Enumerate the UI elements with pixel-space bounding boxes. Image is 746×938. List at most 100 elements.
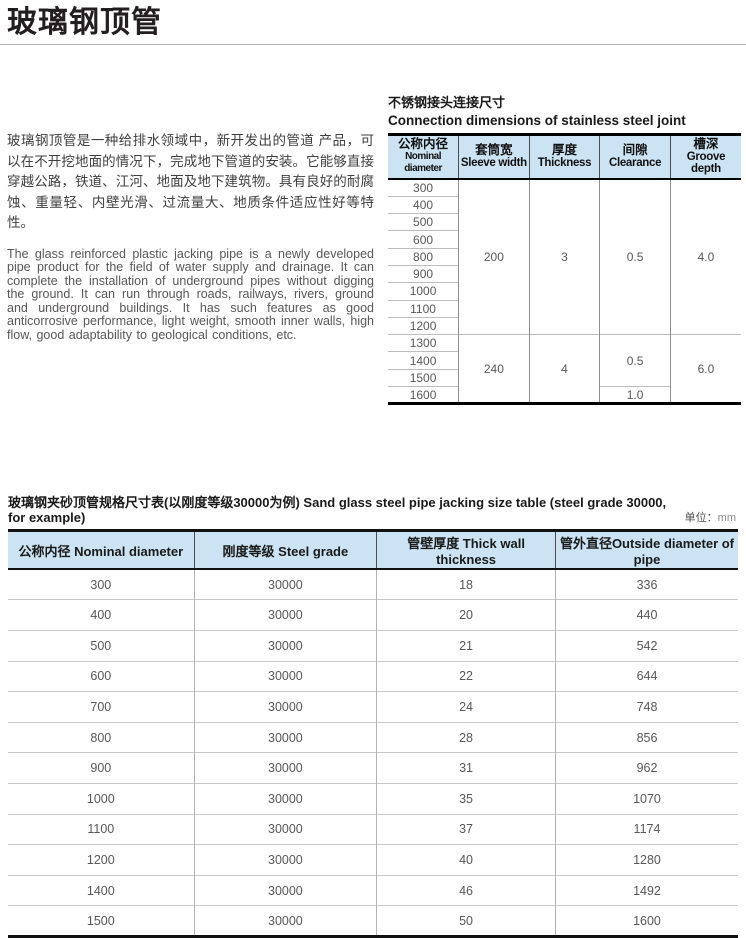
cell-nominal-diameter: 300 bbox=[90, 577, 112, 592]
cell-steel-grade: 30000 bbox=[193, 905, 377, 937]
header-sleeve-width: 套筒宽 Sleeve width bbox=[458, 134, 530, 180]
cell-wall-thickness: 50 bbox=[376, 905, 556, 937]
cell-nominal-diameter: 800 bbox=[388, 247, 459, 266]
cell-nominal-diameter: 500 bbox=[8, 630, 195, 662]
header-label-en: Clearance bbox=[608, 157, 662, 169]
cell-nominal-diameter: 1300 bbox=[388, 334, 459, 352]
table-row: 400 30000 20 440 bbox=[8, 599, 738, 631]
unit-value: mm bbox=[717, 512, 736, 525]
cell-nominal-diameter: 1200 bbox=[388, 316, 459, 335]
header-label-en: Thickness bbox=[537, 157, 592, 169]
size-table-caption-row: 玻璃钢夹砂顶管规格尺寸表(以刚度等级30000为例) Sand glass st… bbox=[8, 495, 738, 525]
table-row: 1200 30000 40 1280 bbox=[8, 844, 738, 876]
header-label-zh: 套筒宽 bbox=[475, 143, 513, 157]
header-thickness: 厚度 Thickness bbox=[528, 134, 600, 180]
cell-outside-diameter: 1174 bbox=[554, 813, 738, 845]
header-label-zh: 间隙 bbox=[622, 143, 648, 157]
cell-steel-grade: 30000 bbox=[193, 599, 377, 631]
header-label-zh: 槽深 bbox=[693, 137, 719, 151]
cell-outside-diameter: 440 bbox=[554, 599, 738, 631]
cell-nominal-diameter: 1500 bbox=[8, 905, 195, 937]
cell-nominal-diameter: 1500 bbox=[388, 368, 459, 387]
cell-outside-diameter: 1600 bbox=[554, 905, 738, 937]
cell-clearance: 0.5 bbox=[599, 179, 671, 335]
table-row: 1400 30000 46 1492 bbox=[8, 874, 738, 906]
cell-steel-grade: 30000 bbox=[193, 752, 377, 784]
cell-sleeve-width: 200 bbox=[458, 179, 530, 335]
joint-dimensions-table: 公称内径 Nominal diameter 套筒宽 Sleeve width 厚… bbox=[388, 133, 741, 406]
cell-thickness: 3 bbox=[528, 179, 600, 335]
joint-table-column: 不锈钢接头连接尺寸 Connection dimensions of stain… bbox=[388, 45, 741, 406]
cell-wall-thickness: 46 bbox=[376, 874, 556, 906]
cell-nominal-diameter: 900 bbox=[388, 264, 459, 283]
cell-clearance: 0.5 bbox=[599, 334, 671, 387]
table-row: 300 200 3 0.5 4.0 bbox=[388, 179, 741, 335]
cell-steel-grade: 30000 bbox=[193, 844, 377, 876]
table-row: 900 bbox=[388, 264, 741, 283]
header-outside-diameter: 管外直径Outside diameter of pipe bbox=[554, 530, 738, 571]
header-nominal-diameter: 公称内径 Nominal diameter bbox=[8, 530, 195, 571]
cell-steel-grade: 30000 bbox=[193, 569, 377, 600]
table-row: 700 30000 24 748 bbox=[8, 691, 738, 723]
header-groove-depth: 槽深 Groove depth bbox=[669, 134, 741, 180]
header-wall-thickness: 管壁厚度 Thick wall thickness bbox=[376, 530, 556, 571]
cell-wall-thickness: 22 bbox=[376, 660, 556, 692]
table-row: 900 30000 31 962 bbox=[8, 752, 738, 784]
table-row: 1500 30000 50 1600 bbox=[8, 905, 738, 937]
table-row: 1200 bbox=[388, 316, 741, 335]
header-label-en: Sleeve width bbox=[460, 157, 527, 169]
cell-nominal-diameter: 600 bbox=[388, 230, 459, 249]
size-table-section: 玻璃钢夹砂顶管规格尺寸表(以刚度等级30000为例) Sand glass st… bbox=[8, 495, 738, 938]
cell-thickness: 4 bbox=[528, 334, 600, 404]
header-label-en: Nominal diameter bbox=[404, 151, 442, 174]
table-row: 500 bbox=[388, 213, 741, 231]
cell-nominal-diameter: 700 bbox=[8, 691, 195, 723]
table-row: 500 30000 21 542 bbox=[8, 630, 738, 662]
cell-steel-grade: 30000 bbox=[193, 813, 377, 845]
table-row: 800 30000 28 856 bbox=[8, 721, 738, 753]
page-title: 玻璃钢顶管 bbox=[7, 6, 162, 39]
joint-table-title-english: Connection dimensions of stainless steel… bbox=[388, 113, 686, 128]
cell-steel-grade: 30000 bbox=[193, 783, 377, 815]
cell-steel-grade: 30000 bbox=[193, 630, 377, 662]
cell-wall-thickness: 37 bbox=[376, 813, 556, 845]
cell-nominal-diameter: 1000 bbox=[388, 282, 459, 301]
cell-wall-thickness: 24 bbox=[376, 691, 556, 723]
cell-wall-thickness: 18 bbox=[376, 569, 556, 600]
cell-nominal-diameter: 1600 bbox=[388, 386, 459, 404]
cell-nominal-diameter: 800 bbox=[8, 721, 195, 753]
cell-outside-diameter: 748 bbox=[554, 691, 738, 723]
size-table-caption: 玻璃钢夹砂顶管规格尺寸表(以刚度等级30000为例) Sand glass st… bbox=[8, 495, 667, 526]
table-row: 1500 bbox=[388, 368, 741, 387]
joint-table-title-chinese: 不锈钢接头连接尺寸 bbox=[388, 95, 506, 110]
table-row: 600 bbox=[388, 230, 741, 249]
cell-wall-thickness: 21 bbox=[376, 630, 556, 662]
table-row: 300 30000 18 336 bbox=[8, 569, 738, 600]
header-label-zh: 厚度 bbox=[551, 143, 577, 157]
intro-paragraph-english: The glass reinforced plastic jacking pip… bbox=[7, 246, 374, 342]
table-row: 1600 1.0 bbox=[388, 386, 741, 404]
table-row: 600 30000 22 644 bbox=[8, 660, 738, 692]
cell-nominal-diameter: 600 bbox=[8, 660, 195, 692]
cell-outside-diameter: 1492 bbox=[554, 874, 738, 906]
cell-steel-grade: 30000 bbox=[193, 691, 377, 723]
cell-nominal-diameter: 1100 bbox=[388, 299, 459, 318]
cell-steel-grade: 30000 bbox=[193, 660, 377, 692]
cell-nominal-diameter: 400 bbox=[388, 195, 459, 214]
table-row: 1400 bbox=[388, 351, 741, 370]
cell-nominal-diameter: 1200 bbox=[8, 844, 195, 876]
intro-and-joint-table-section: 玻璃钢顶管是一种给排水领域中，新开发出的管道 产品，可以在不开挖地面的情况下，完… bbox=[0, 45, 746, 406]
cell-outside-diameter: 962 bbox=[554, 752, 738, 784]
table-row: 1100 bbox=[388, 299, 741, 318]
cell-outside-diameter: 856 bbox=[554, 721, 738, 753]
intro-paragraph-chinese: 玻璃钢顶管是一种给排水领域中，新开发出的管道 产品，可以在不开挖地面的情况下，完… bbox=[7, 133, 374, 230]
cell-sleeve-width: 240 bbox=[458, 334, 530, 404]
header-label-zh: 公称内径 bbox=[398, 137, 449, 151]
size-table-header-row: 公称内径 Nominal diameter 刚度等级 Steel grade 管… bbox=[8, 530, 738, 571]
cell-groove-depth: 6.0 bbox=[669, 334, 741, 404]
cell-nominal-diameter: 1100 bbox=[8, 813, 195, 845]
cell-nominal-diameter: 1400 bbox=[388, 351, 459, 370]
unit-label: 单位： bbox=[684, 512, 718, 525]
cell-steel-grade: 30000 bbox=[193, 874, 377, 906]
cell-nominal-diameter: 400 bbox=[8, 599, 195, 631]
